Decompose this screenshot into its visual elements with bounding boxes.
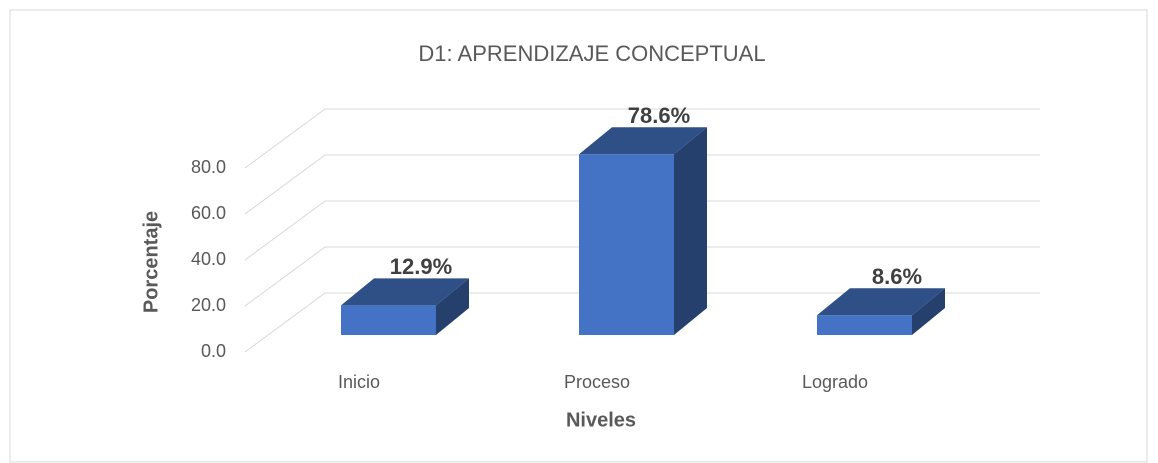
- y-axis-title: Porcentaje: [140, 211, 162, 313]
- x-tick-label: Proceso: [564, 372, 630, 392]
- y-tick-label: 0.0: [201, 341, 226, 361]
- bar-top: [341, 278, 469, 306]
- y-tick-label: 20.0: [191, 295, 226, 315]
- bar: [341, 305, 436, 335]
- bar: [579, 154, 674, 335]
- data-label: 8.6%: [872, 264, 922, 289]
- grid-line: [244, 246, 1040, 307]
- y-tick-label: 60.0: [191, 203, 226, 223]
- chart-frame: [9, 9, 1148, 463]
- y-tick-label: 80.0: [191, 157, 226, 177]
- data-label: 78.6%: [628, 103, 690, 128]
- bar: [817, 315, 912, 335]
- bar-top: [817, 288, 945, 316]
- x-tick-label: Inicio: [338, 372, 380, 392]
- grid-line: [244, 108, 1040, 169]
- grid-line: [244, 292, 1040, 353]
- grid-line: [244, 154, 1040, 215]
- data-label: 12.9%: [390, 254, 452, 279]
- bar-side: [436, 278, 469, 335]
- x-axis-title: Niveles: [566, 409, 636, 431]
- bar-top: [579, 127, 707, 155]
- y-tick-label: 40.0: [191, 249, 226, 269]
- chart-title: D1: APRENDIZAJE CONCEPTUAL: [418, 41, 765, 66]
- x-tick-label: Logrado: [802, 372, 868, 392]
- bar-side: [912, 288, 945, 335]
- grid-line: [244, 200, 1040, 261]
- bar-side: [674, 127, 707, 335]
